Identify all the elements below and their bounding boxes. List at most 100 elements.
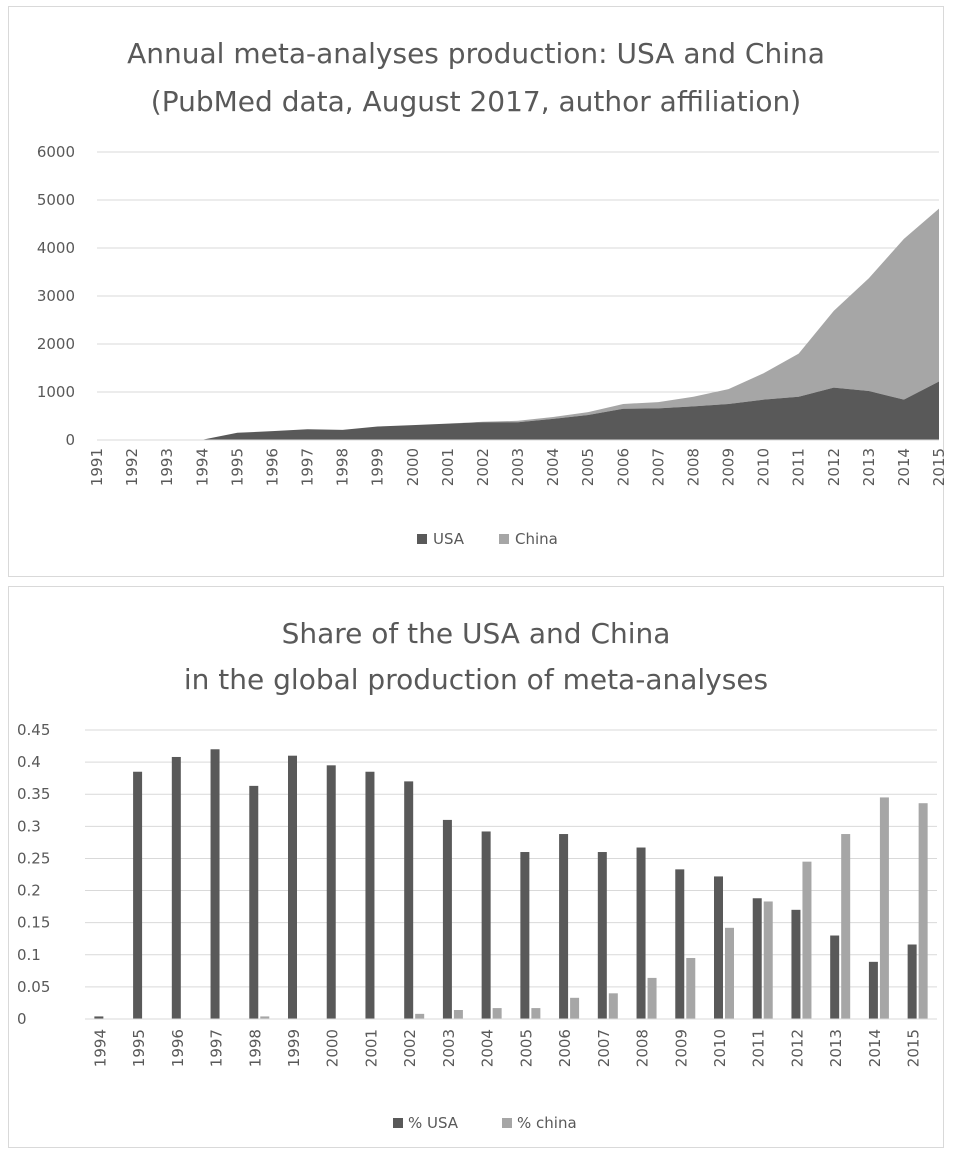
x-tick-label: 2013 <box>860 448 878 486</box>
x-tick-label: 1999 <box>369 448 387 486</box>
x-tick-label: 2008 <box>684 448 702 486</box>
bar-usa <box>597 852 607 1019</box>
y-tick-label: 0.2 <box>17 882 41 900</box>
bar-usa <box>868 961 878 1019</box>
bar-usa <box>520 852 530 1019</box>
y-tick-label: 1000 <box>37 383 75 401</box>
x-tick-label: 2005 <box>517 1029 535 1067</box>
legend-label-usa: USA <box>433 530 465 548</box>
y-tick-label: 3000 <box>37 287 75 305</box>
x-tick-label: 2010 <box>711 1029 729 1067</box>
bar-usa <box>210 749 220 1019</box>
bar-usa <box>133 771 143 1019</box>
x-tick-label: 2000 <box>324 1029 342 1067</box>
x-tick-label: 2014 <box>895 448 913 486</box>
x-tick-label: 2001 <box>362 1029 380 1067</box>
bar-china <box>725 927 734 1019</box>
x-tick-label: 2007 <box>595 1029 613 1067</box>
area-chart: 0 1000 2000 3000 4000 5000 6000 1991 1992 1993 199… <box>37 143 948 548</box>
x-tick-label: 2003 <box>509 448 527 486</box>
x-tick-label: 2012 <box>788 1029 806 1067</box>
bar-china <box>647 977 657 1019</box>
x-tick-label: 1995 <box>130 1029 148 1067</box>
bar-usa <box>481 831 491 1019</box>
bar-china <box>763 901 773 1019</box>
x-tick-label: 2012 <box>825 448 843 486</box>
y-tick-label: 2000 <box>37 335 75 353</box>
chart-title: Share of the USA and China <box>281 617 671 650</box>
x-tick-label: 1993 <box>158 448 176 486</box>
bar-usa <box>830 935 840 1019</box>
bar-usa <box>288 755 297 1019</box>
y-tick-label: 0.45 <box>17 721 50 739</box>
bar-usa <box>752 898 762 1019</box>
x-tick-label: 1996 <box>169 1029 187 1067</box>
y-tick-label: 0 <box>17 1010 27 1028</box>
x-tick-label: 1997 <box>299 448 317 486</box>
bar-usa <box>442 819 452 1019</box>
x-tick-label: 2015 <box>905 1029 923 1067</box>
bar-china <box>531 1008 541 1019</box>
x-tick-label: 2002 <box>401 1029 419 1067</box>
x-tick-label: 2006 <box>614 448 632 486</box>
y-tick-label: 4000 <box>37 239 75 257</box>
area-chart-panel: Annual meta-analyses production: USA and… <box>8 6 948 577</box>
x-tick-label: 1991 <box>88 448 106 486</box>
x-tick-label: 2000 <box>404 448 422 486</box>
x-tick-label: 1999 <box>285 1029 303 1067</box>
x-tick-label: 2015 <box>930 448 948 486</box>
x-tick-label: 2004 <box>479 1029 497 1067</box>
legend-swatch-china <box>502 1118 512 1128</box>
x-tick-label: 1996 <box>263 448 281 486</box>
x-tick-label: 2003 <box>440 1029 458 1067</box>
y-tick-label: 0.1 <box>17 946 41 964</box>
bar-usa <box>791 909 801 1019</box>
y-tick-label: 0.25 <box>17 849 50 867</box>
legend-swatch-usa <box>417 534 427 544</box>
bar-usa <box>326 765 336 1019</box>
bar-chart-panel: Share of the USA and China in the global… <box>8 586 944 1148</box>
x-tick-label: 2011 <box>790 448 808 486</box>
chart-title: Annual meta-analyses production: USA and… <box>127 37 825 70</box>
bar-china <box>492 1008 502 1019</box>
bar-chart: 0 0.05 0.1 0.15 0.2 0.25 0.3 0.35 0.4 0.45 1994 199… <box>17 721 937 1132</box>
x-tick-label: 1994 <box>193 448 211 486</box>
y-tick-label: 0 <box>65 431 75 449</box>
x-tick-label: 1995 <box>228 448 246 486</box>
bar-usa <box>636 847 646 1019</box>
x-tick-label: 2013 <box>827 1029 845 1067</box>
y-tick-label: 0.4 <box>17 753 41 771</box>
x-tick-label: 2004 <box>544 448 562 486</box>
legend-label-china: China <box>515 530 558 548</box>
y-tick-label: 5000 <box>37 191 75 209</box>
x-tick-label: 2008 <box>634 1029 652 1067</box>
x-tick-label: 2009 <box>720 448 738 486</box>
chart-subtitle: (PubMed data, August 2017, author affili… <box>150 85 802 118</box>
x-tick-label: 2001 <box>439 448 457 486</box>
x-tick-label: 1998 <box>246 1029 264 1067</box>
x-tick-label: 1994 <box>91 1029 109 1067</box>
bar-usa <box>404 781 414 1019</box>
bar-china <box>608 993 618 1019</box>
legend-swatch-china <box>499 534 509 544</box>
y-tick-label: 0.15 <box>17 914 50 932</box>
bar-usa <box>94 1016 104 1019</box>
bar-china <box>802 861 812 1019</box>
y-tick-label: 6000 <box>37 143 75 161</box>
bar-china <box>415 1013 425 1019</box>
y-tick-label: 0.35 <box>17 785 50 803</box>
bar-china <box>686 957 696 1019</box>
bar-usa <box>714 876 723 1019</box>
bar-china <box>841 834 851 1019</box>
x-tick-label: 2005 <box>579 448 597 486</box>
bar-usa <box>907 944 917 1019</box>
legend-label-usa: % USA <box>408 1114 459 1132</box>
bar-usa <box>559 834 569 1019</box>
bar-usa <box>365 771 375 1019</box>
bar-usa <box>675 869 685 1019</box>
legend-swatch-usa <box>393 1118 403 1128</box>
x-tick-label: 2009 <box>672 1029 690 1067</box>
chart-subtitle: in the global production of meta-analyse… <box>183 663 769 696</box>
x-tick-label: 1998 <box>334 448 352 486</box>
y-tick-label: 0.3 <box>17 817 41 835</box>
